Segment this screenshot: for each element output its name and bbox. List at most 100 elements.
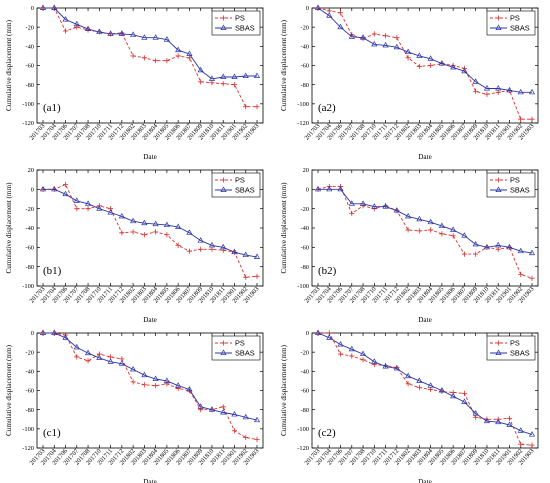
panel-a1: 0-20-40-60-80-100-1202017032017042017062… bbox=[5, 4, 264, 161]
sbas-point bbox=[186, 50, 193, 56]
legend-box bbox=[211, 335, 261, 361]
x-axis-title: Date bbox=[143, 478, 157, 483]
sbas-point bbox=[528, 431, 536, 437]
ps-point bbox=[141, 232, 147, 238]
sbas-point bbox=[393, 43, 400, 50]
ps-point bbox=[382, 33, 389, 39]
sbas-series-line bbox=[318, 188, 533, 254]
ps-point bbox=[518, 271, 524, 277]
x-axis-title: Date bbox=[418, 153, 432, 161]
ps-point bbox=[349, 353, 355, 359]
ps-point bbox=[416, 63, 422, 70]
y-tick-label: -80 bbox=[300, 407, 309, 414]
sbas-point bbox=[348, 200, 355, 206]
sbas-point bbox=[152, 34, 159, 40]
ps-point bbox=[518, 441, 524, 447]
ps-point bbox=[62, 181, 69, 188]
y-tick-label: 0 bbox=[31, 187, 34, 194]
sbas-point bbox=[506, 421, 513, 427]
ps-point bbox=[337, 351, 344, 357]
x-axis-title: Date bbox=[143, 316, 157, 324]
y-tick-label: -40 bbox=[25, 225, 34, 232]
sbas-point bbox=[242, 413, 249, 420]
sbas-point bbox=[438, 60, 445, 66]
y-tick-label: 0 bbox=[306, 5, 309, 12]
sbas-point bbox=[163, 377, 170, 383]
y-tick-label: -80 bbox=[25, 82, 34, 89]
sbas-point bbox=[141, 219, 148, 226]
sbas-point bbox=[84, 25, 92, 32]
sbas-point bbox=[461, 67, 468, 74]
y-tick-label: -40 bbox=[300, 369, 309, 376]
sbas-point bbox=[359, 350, 367, 357]
ps-point bbox=[74, 354, 80, 360]
ps-point bbox=[74, 24, 80, 30]
sbas-point bbox=[405, 212, 412, 219]
y-tick-label: -80 bbox=[25, 407, 34, 414]
sbas-point bbox=[438, 386, 445, 393]
ps-point bbox=[371, 31, 377, 37]
ps-point bbox=[405, 227, 411, 233]
sbas-point bbox=[51, 185, 58, 192]
sbas-point bbox=[253, 72, 261, 78]
ps-point bbox=[529, 442, 535, 448]
y-tick-label: -20 bbox=[300, 349, 309, 356]
sbas-point bbox=[118, 360, 125, 366]
ps-point bbox=[439, 231, 445, 237]
sbas-point bbox=[62, 334, 69, 340]
ps-point bbox=[220, 404, 226, 410]
sbas-point bbox=[506, 243, 513, 250]
panel-a2: 0-20-40-60-80-100-1202017032017042017062… bbox=[280, 4, 539, 161]
ps-point bbox=[450, 389, 456, 396]
ps-point bbox=[254, 104, 260, 110]
panel-b2: 200-20-40-60-80-100201703201704201706201… bbox=[280, 167, 539, 324]
ps-point bbox=[349, 210, 355, 217]
legend-sbas-label: SBAS bbox=[235, 349, 255, 358]
y-tick-label: -60 bbox=[300, 63, 309, 70]
sbas-point bbox=[197, 66, 204, 73]
sbas-point bbox=[427, 382, 434, 388]
sbas-point bbox=[175, 223, 182, 229]
sbas-point bbox=[231, 410, 238, 417]
y-tick-label: -120 bbox=[297, 120, 309, 127]
ps-series-line bbox=[43, 183, 258, 278]
legend-ps-label: PS bbox=[235, 176, 245, 185]
sbas-point bbox=[483, 417, 491, 424]
ps-point bbox=[484, 91, 490, 97]
y-tick-label: -80 bbox=[300, 82, 309, 89]
sbas-point bbox=[84, 200, 92, 206]
ps-point bbox=[371, 362, 377, 368]
sbas-point bbox=[163, 221, 170, 228]
ps-point bbox=[231, 82, 238, 88]
sbas-point bbox=[73, 343, 80, 350]
ps-point bbox=[198, 407, 204, 413]
sbas-point bbox=[73, 20, 80, 27]
sbas-point bbox=[517, 88, 524, 95]
ps-point bbox=[405, 55, 411, 61]
sbas-point bbox=[450, 392, 457, 399]
y-tick-label: 0 bbox=[31, 5, 34, 12]
sbas-point bbox=[253, 253, 261, 259]
sbas-point bbox=[73, 197, 80, 203]
sbas-point bbox=[253, 416, 261, 423]
panel-label: (c1) bbox=[43, 427, 61, 439]
y-tick-label: -20 bbox=[300, 24, 309, 31]
sbas-point bbox=[337, 340, 344, 347]
panel-label: (a1) bbox=[43, 102, 61, 114]
sbas-point bbox=[152, 220, 159, 227]
ps-point bbox=[220, 247, 226, 253]
sbas-point bbox=[118, 30, 125, 36]
sbas-point bbox=[51, 329, 58, 335]
panel-label: (b1) bbox=[43, 265, 62, 277]
ps-point bbox=[428, 227, 434, 233]
y-tick-label: -100 bbox=[297, 101, 309, 108]
sbas-point bbox=[528, 88, 536, 95]
legend-ps-label: PS bbox=[510, 176, 520, 185]
ps-point bbox=[243, 104, 249, 110]
legend-sbas-marker bbox=[495, 349, 502, 355]
y-tick-label: -20 bbox=[25, 349, 34, 356]
sbas-point bbox=[197, 403, 204, 409]
legend-ps-marker bbox=[496, 15, 501, 21]
